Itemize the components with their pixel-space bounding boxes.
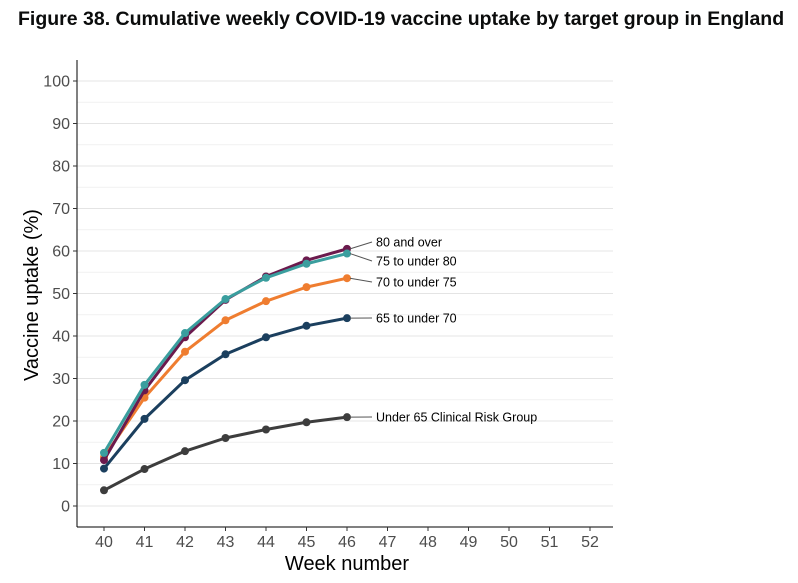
data-point — [100, 448, 108, 457]
data-point — [100, 486, 108, 495]
data-point — [181, 347, 189, 356]
series-line — [102, 276, 348, 458]
label-leader-line — [349, 277, 373, 283]
y-tick-label: 40 — [52, 329, 70, 346]
series-label: 65 to under 70 — [376, 312, 457, 326]
data-point — [221, 350, 230, 359]
series-lines — [100, 244, 351, 495]
data-point — [343, 314, 351, 323]
data-point — [343, 413, 351, 422]
data-point — [343, 249, 351, 258]
series-label: 70 to under 75 — [376, 276, 457, 290]
gridlines — [77, 80, 613, 507]
label-leader-line — [349, 253, 373, 262]
label-leader-line — [349, 241, 373, 250]
x-tick-label: 52 — [581, 534, 599, 551]
series-line — [103, 415, 348, 492]
series-4 — [100, 413, 351, 495]
x-tick-label: 49 — [460, 534, 478, 551]
data-point — [302, 418, 311, 427]
data-point — [302, 259, 311, 268]
data-point — [262, 273, 270, 282]
data-point — [343, 274, 351, 283]
data-point — [221, 316, 230, 325]
data-point — [262, 297, 270, 306]
data-point — [221, 295, 230, 304]
data-point — [302, 321, 311, 330]
x-tick-label: 51 — [541, 534, 559, 551]
x-tick-label: 46 — [338, 534, 356, 551]
data-point — [181, 376, 189, 385]
y-tick-label: 0 — [61, 499, 70, 516]
x-tick-label: 42 — [176, 534, 194, 551]
x-tick-label: 40 — [95, 534, 113, 551]
series-label: 80 and over — [376, 236, 442, 250]
y-tick-label: 100 — [43, 74, 70, 91]
data-point — [302, 283, 311, 292]
x-tick-label: 43 — [217, 534, 235, 551]
data-point — [140, 380, 149, 389]
figure-title: Figure 38. Cumulative weekly COVID-19 va… — [18, 8, 785, 30]
y-tick-label: 30 — [52, 371, 70, 388]
series-1 — [100, 249, 351, 457]
x-tick-label: 41 — [136, 534, 154, 551]
x-tick-label: 45 — [298, 534, 316, 551]
y-tick-label: 20 — [52, 414, 70, 431]
data-point — [100, 456, 108, 465]
x-axis-ticks: 40 41 42 43 44 45 46 47 48 49 50 51 52 — [95, 527, 599, 551]
x-tick-label: 47 — [379, 534, 397, 551]
x-axis-title: Week number — [285, 553, 409, 575]
data-point — [181, 447, 189, 456]
data-point — [262, 425, 270, 434]
y-tick-label: 60 — [52, 244, 70, 261]
series-label: Under 65 Clinical Risk Group — [376, 411, 537, 425]
x-tick-label: 44 — [257, 534, 275, 551]
data-point — [262, 333, 270, 342]
data-point — [221, 434, 230, 442]
x-tick-label: 48 — [419, 534, 437, 551]
data-point — [100, 464, 108, 473]
y-axis-title: Vaccine uptake (%) — [21, 209, 43, 381]
x-tick-label: 50 — [500, 534, 518, 551]
y-tick-label: 10 — [52, 456, 70, 473]
y-tick-label: 80 — [52, 159, 70, 176]
data-point — [181, 329, 189, 338]
series-labels: 80 and over 75 to under 80 70 to under 75 6… — [349, 236, 537, 425]
y-axis-ticks: 0 10 20 30 40 50 60 70 80 90 100 — [43, 74, 77, 516]
y-tick-label: 50 — [52, 286, 70, 303]
series-3 — [100, 314, 351, 473]
series-label: 75 to under 80 — [376, 255, 457, 269]
y-tick-label: 90 — [52, 116, 70, 133]
y-tick-label: 70 — [52, 201, 70, 218]
data-point — [140, 465, 149, 474]
data-point — [140, 414, 149, 423]
